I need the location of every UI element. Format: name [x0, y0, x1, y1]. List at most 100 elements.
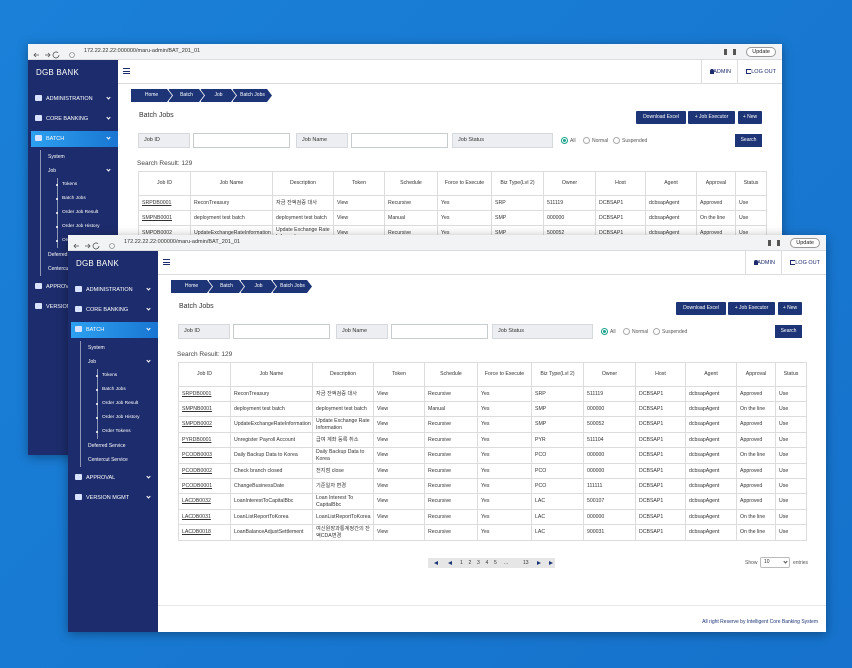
admin-link[interactable]: ADMIN: [757, 260, 775, 266]
table-row[interactable]: SMPDB0002 UpdateExchangeRateInformation Up…: [178, 416, 807, 433]
table-cell[interactable]: SMPNB0001: [178, 401, 231, 417]
breadcrumb-item[interactable]: Batch: [208, 280, 244, 293]
nav-arrows[interactable]: [72, 241, 116, 251]
column-header[interactable]: Description: [312, 362, 374, 387]
column-header[interactable]: Token: [333, 171, 385, 196]
submenu-item[interactable]: Batch Jobs: [102, 387, 126, 392]
column-header[interactable]: Owner: [583, 362, 636, 387]
action-button[interactable]: Download Excel: [676, 302, 726, 315]
submenu-item[interactable]: Centercut Service: [48, 266, 88, 272]
submenu-item[interactable]: System: [48, 154, 65, 160]
search-button[interactable]: Search: [735, 134, 762, 147]
menu-item[interactable]: BATCH: [86, 327, 105, 333]
radio[interactable]: [623, 328, 630, 335]
table-cell[interactable]: SMPDB0002: [178, 416, 231, 433]
breadcrumb-item[interactable]: Batch: [168, 89, 204, 102]
table-row[interactable]: SMPNB0001 deployment test batch deployment…: [138, 210, 767, 226]
url-text[interactable]: 172.22.22.22:000000/maru-admin/BAT_201_0…: [124, 239, 241, 245]
submenu-item[interactable]: Order Tokens: [102, 429, 131, 434]
submenu-item[interactable]: Job: [48, 168, 57, 174]
breadcrumb-item[interactable]: Batch Jobs: [232, 89, 272, 102]
column-header[interactable]: Token: [373, 362, 425, 387]
column-header[interactable]: Approval: [736, 362, 776, 387]
menu-item[interactable]: APPROVAL: [46, 284, 76, 290]
menu-item[interactable]: BATCH: [46, 136, 65, 142]
submenu-item[interactable]: Order Job Result: [102, 401, 139, 406]
column-header[interactable]: Agent: [645, 171, 697, 196]
table-cell[interactable]: SRPDB0001: [138, 195, 191, 211]
breadcrumb-item[interactable]: Home: [170, 280, 212, 293]
column-header[interactable]: Job ID: [178, 362, 231, 387]
menu-item[interactable]: CORE BANKING: [86, 307, 129, 313]
table-row[interactable]: SMPNB0001 deployment test batch deployment…: [178, 401, 807, 417]
submenu-item[interactable]: Order Job History: [62, 224, 100, 229]
radio[interactable]: [653, 328, 660, 335]
column-header[interactable]: Approval: [696, 171, 736, 196]
column-header[interactable]: Agent: [685, 362, 737, 387]
column-header[interactable]: Job ID: [138, 171, 191, 196]
job-id-input[interactable]: [233, 324, 330, 339]
column-header[interactable]: Status: [775, 362, 807, 387]
breadcrumb-item[interactable]: Home: [130, 89, 172, 102]
column-header[interactable]: Schedule: [424, 362, 478, 387]
admin-link[interactable]: ADMIN: [713, 69, 731, 75]
action-button[interactable]: + New: [778, 302, 802, 315]
submenu-item[interactable]: Batch Jobs: [62, 196, 86, 201]
page-nav-button[interactable]: [447, 561, 452, 565]
page-number[interactable]: 5: [494, 560, 497, 566]
menu-item[interactable]: ADMINISTRATION: [86, 287, 133, 293]
menu-item[interactable]: ADMINISTRATION: [46, 96, 93, 102]
logout-link[interactable]: LOG OUT: [795, 260, 820, 266]
table-cell[interactable]: LACDB0032: [178, 493, 231, 510]
breadcrumb-item[interactable]: Job: [200, 89, 236, 102]
page-number[interactable]: 2: [468, 560, 472, 566]
job-id-input[interactable]: [193, 133, 290, 148]
breadcrumb-item[interactable]: Batch Jobs: [272, 280, 312, 293]
page-number[interactable]: ...: [504, 560, 509, 566]
column-header[interactable]: Job Name: [190, 171, 273, 196]
submenu-item[interactable]: Deferred Service: [48, 252, 86, 258]
menu-item[interactable]: CORE BANKING: [46, 116, 89, 122]
menu-item[interactable]: VERSION MGMT: [46, 304, 89, 310]
logout-link[interactable]: LOG OUT: [751, 69, 776, 75]
page-number[interactable]: 3: [477, 560, 480, 566]
table-cell[interactable]: SMPNB0001: [138, 210, 191, 226]
column-header[interactable]: Job Name: [230, 362, 313, 387]
column-header[interactable]: Schedule: [384, 171, 438, 196]
table-cell[interactable]: PCODB0003: [178, 447, 231, 464]
submenu-item[interactable]: Job: [88, 359, 97, 365]
submenu-item[interactable]: Tokens: [102, 373, 118, 378]
menu-item[interactable]: VERSION MGMT: [86, 495, 130, 501]
nav-arrows[interactable]: [32, 50, 76, 60]
update-button[interactable]: Update: [790, 238, 820, 248]
submenu-item[interactable]: Order Job Result: [62, 210, 99, 215]
submenu-item[interactable]: System: [88, 345, 105, 351]
column-header[interactable]: Biz Type(Lvl 2): [531, 362, 584, 387]
breadcrumb-item[interactable]: Job: [240, 280, 276, 293]
column-header[interactable]: Host: [635, 362, 686, 387]
radio[interactable]: [613, 137, 620, 144]
action-button[interactable]: + Job Executor: [728, 302, 775, 315]
submenu-item[interactable]: Deferred Service: [88, 443, 126, 449]
column-header[interactable]: Owner: [543, 171, 596, 196]
column-header[interactable]: Force to Execute: [477, 362, 532, 387]
page-nav-button[interactable]: [537, 561, 542, 565]
page-number[interactable]: 1: [460, 560, 463, 566]
table-cell[interactable]: LACDB0031: [178, 509, 231, 525]
submenu-item[interactable]: Centercut Service: [88, 457, 128, 463]
table-cell[interactable]: PYRDB0001: [178, 432, 231, 448]
search-button[interactable]: Search: [775, 325, 802, 338]
menu-item[interactable]: APPROVAL: [86, 475, 116, 481]
table-cell[interactable]: PCODB0002: [178, 463, 231, 479]
page-number[interactable]: 13: [523, 560, 529, 566]
url-text[interactable]: 172.22.22.22:000000/maru-admin/BAT_201_0…: [84, 48, 201, 54]
table-row[interactable]: SRPDB0001 ReconTreasury 자금 잔액검증 대사 View Recu…: [178, 386, 807, 402]
submenu-item[interactable]: Tokens: [62, 182, 78, 187]
job-name-input[interactable]: [391, 324, 488, 339]
